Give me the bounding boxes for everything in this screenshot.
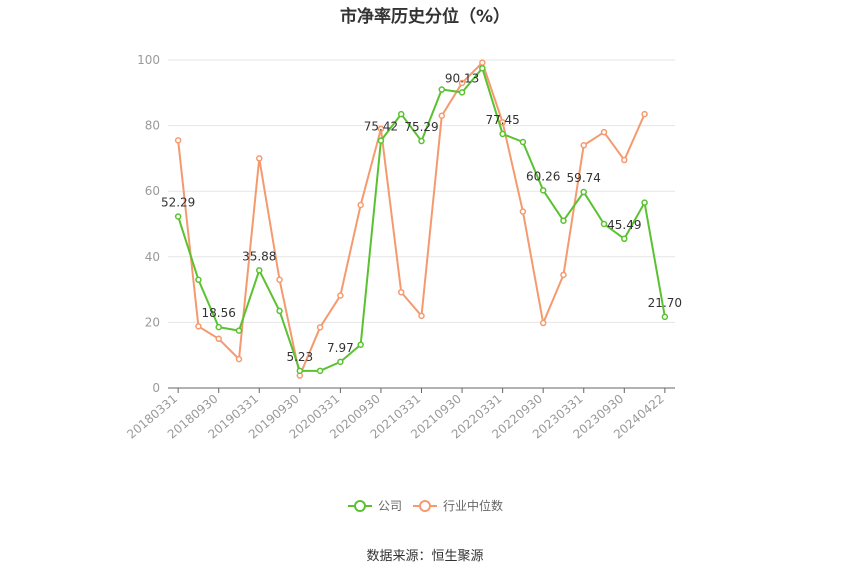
source-note: 数据来源：恒生聚源 — [366, 549, 484, 564]
company-data-point — [539, 187, 547, 194]
company-series-line — [177, 67, 666, 372]
industry-median-data-point — [539, 319, 547, 327]
industry-median-data-point — [600, 128, 608, 136]
company-data-point — [499, 130, 506, 138]
company-data-label: 77.45 — [485, 113, 519, 127]
company-data-label: 18.56 — [202, 306, 236, 320]
company-data-label: 75.29 — [404, 120, 438, 134]
industry-median-data-point — [276, 276, 283, 284]
company-data-point — [174, 213, 182, 220]
y-tick-label: 0 — [152, 381, 160, 395]
industry-median-data-point — [256, 155, 263, 162]
industry-median-data-point — [479, 59, 486, 66]
company-data-point — [397, 110, 405, 118]
industry-median-data-point — [458, 79, 466, 87]
company-data-point — [560, 217, 567, 224]
chart-title: 市净率历史分位（%） — [339, 7, 511, 27]
industry-median-data-point — [357, 201, 364, 209]
company-data-label: 75.42 — [364, 120, 398, 134]
company-data-label: 35.88 — [242, 249, 276, 263]
industry-median-data-point — [174, 137, 182, 144]
company-data-point — [195, 276, 202, 284]
company-data-point — [479, 64, 486, 72]
y-tick-label: 60 — [145, 184, 160, 198]
industry-median-data-point — [337, 292, 344, 299]
industry-median-data-point — [235, 355, 243, 363]
legend-industry-marker — [419, 500, 431, 512]
industry-median-data-point — [418, 312, 425, 320]
y-tick-label: 40 — [145, 250, 160, 264]
industry-median-data-point — [377, 125, 385, 133]
industry-median-data-point — [580, 142, 587, 149]
legend-company-label: 公司 — [378, 499, 402, 513]
company-data-point — [600, 220, 608, 228]
industry-median-data-point — [519, 208, 527, 215]
industry-median-data-point — [215, 335, 222, 343]
company-data-point — [438, 86, 446, 93]
legend-industry-label: 行业中位数 — [443, 498, 503, 513]
y-tick-label: 100 — [137, 53, 160, 67]
company-data-point — [215, 323, 222, 331]
y-tick-label: 20 — [145, 315, 160, 329]
industry-median-data-point — [499, 119, 506, 126]
industry-median-data-point — [316, 324, 324, 331]
company-data-point — [256, 267, 263, 274]
company-data-point — [377, 137, 385, 144]
company-data-label: 90.13 — [445, 71, 479, 85]
company-data-point — [580, 188, 587, 196]
company-data-point — [661, 313, 669, 321]
company-data-point — [235, 327, 243, 334]
company-data-point — [641, 199, 648, 206]
company-data-point — [276, 307, 283, 315]
industry-median-data-point — [438, 112, 446, 120]
company-data-point — [418, 137, 425, 145]
company-data-point — [316, 367, 324, 375]
company-data-point — [296, 367, 304, 375]
company-data-label: 5.23 — [286, 350, 313, 364]
company-data-point — [519, 138, 527, 146]
company-data-label: 21.70 — [648, 296, 682, 310]
company-data-point — [458, 89, 466, 96]
company-data-point — [337, 358, 344, 366]
industry-median-data-point — [641, 110, 648, 118]
company-data-label: 45.49 — [607, 218, 641, 232]
industry-median-data-point — [621, 156, 628, 164]
industry-median-data-point — [560, 271, 567, 279]
company-data-label: 59.74 — [567, 171, 601, 185]
y-tick-label: 80 — [145, 119, 160, 133]
company-data-point — [357, 341, 364, 348]
company-data-label: 60.26 — [526, 169, 560, 183]
company-data-point — [621, 235, 628, 243]
legend-company-marker — [354, 500, 366, 512]
company-data-label: 7.97 — [327, 341, 354, 355]
industry-median-series-line — [177, 61, 646, 377]
industry-median-data-point — [195, 323, 202, 330]
company-data-label: 52.29 — [161, 195, 195, 209]
industry-median-data-point — [397, 288, 405, 296]
